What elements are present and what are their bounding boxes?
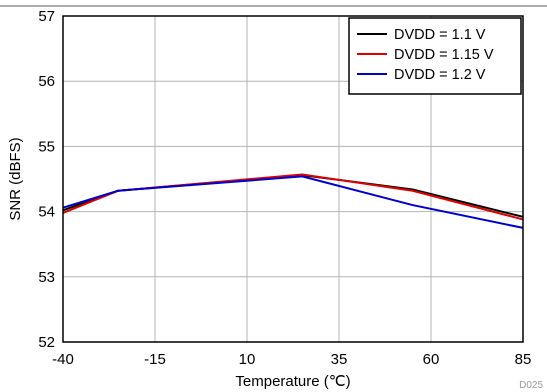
series-line-2 [62, 173, 524, 221]
x-tick-label: -40 [52, 351, 74, 368]
x-tick-label: 60 [423, 351, 440, 368]
legend-entry: DVDD = 1.1 V [394, 27, 486, 43]
legend-entry: DVDD = 1.2 V [394, 67, 486, 83]
y-tick-label: 55 [38, 138, 55, 155]
legend: DVDD = 1.1 V DVDD = 1.15 V DVDD = 1.2 V [348, 17, 522, 95]
legend-entry: DVDD = 1.15 V [394, 47, 494, 63]
x-tick-label: 85 [515, 351, 532, 368]
y-tick-label: 56 [38, 73, 55, 90]
series-lines [62, 173, 524, 229]
figure-id: D025 [519, 380, 543, 391]
y-tick-label: 52 [38, 334, 55, 351]
y-tick-label: 57 [38, 8, 55, 25]
series-line-3 [62, 175, 524, 229]
y-tick-label: 53 [38, 269, 55, 286]
x-tick-label: -15 [144, 351, 166, 368]
legend-box [348, 17, 522, 95]
y-tick-label: 54 [38, 204, 55, 221]
x-tick-label: 10 [239, 351, 256, 368]
x-axis-label: Temperature (℃) [235, 373, 350, 390]
tick-labels: -40 -15 10 35 60 85 52 53 54 55 56 57 [38, 8, 531, 368]
plot-frame [62, 15, 524, 343]
series-line-1 [62, 174, 524, 218]
x-tick-label: 35 [331, 351, 348, 368]
y-axis-label: SNR (dBFS) [7, 137, 24, 220]
